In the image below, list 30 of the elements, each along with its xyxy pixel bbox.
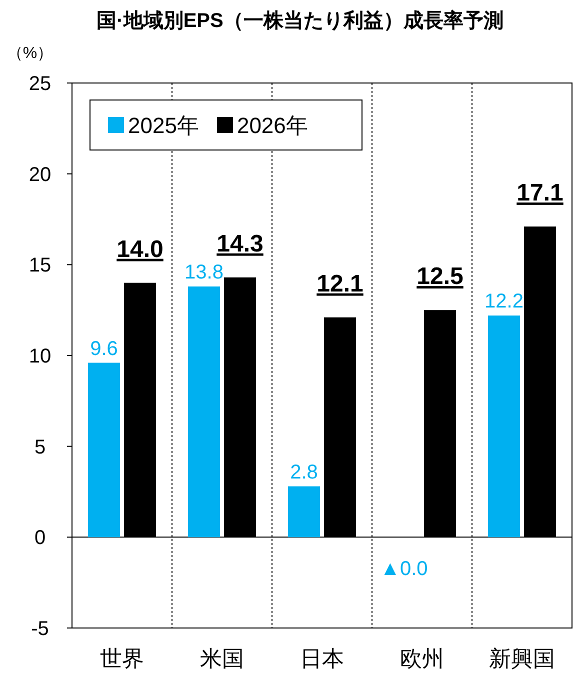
y-tick-label: 5 bbox=[34, 436, 46, 458]
data-label: 12.2 bbox=[484, 290, 524, 313]
x-tick-label: 日本 bbox=[300, 646, 344, 671]
bar bbox=[288, 486, 320, 538]
x-tick-label: 欧州 bbox=[400, 646, 444, 671]
y-tick-label: 25 bbox=[28, 73, 52, 95]
data-label: 9.6 bbox=[90, 338, 118, 360]
data-label: 14.0 bbox=[116, 236, 164, 263]
data-label: 12.5 bbox=[416, 263, 464, 290]
bar bbox=[188, 286, 220, 538]
chart-title: 国·地域別EPS（一株当たり利益）成長率予測 bbox=[96, 9, 504, 32]
x-tick-label: 世界 bbox=[100, 646, 144, 671]
data-label: 12.1 bbox=[316, 270, 364, 298]
data-label: ▲0.0 bbox=[380, 558, 428, 580]
x-tick-label: 新興国 bbox=[489, 646, 555, 671]
data-label: 2.8 bbox=[290, 461, 318, 484]
y-tick-label: -5 bbox=[31, 618, 49, 640]
legend-label: 2026年 bbox=[236, 113, 308, 138]
y-tick-label: 15 bbox=[28, 254, 52, 277]
y-tick-label: 0 bbox=[34, 527, 46, 550]
bar bbox=[488, 316, 520, 538]
data-label: 13.8 bbox=[184, 261, 224, 284]
data-label: 14.3 bbox=[216, 230, 264, 258]
legend-label: 2025年 bbox=[128, 113, 199, 138]
y-tick-label: 20 bbox=[28, 164, 52, 186]
y-axis-title: （%） bbox=[6, 45, 54, 62]
x-tick-label: 米国 bbox=[200, 646, 244, 671]
data-label: 17.1 bbox=[516, 180, 564, 207]
y-tick-label: 10 bbox=[28, 346, 52, 368]
bar bbox=[88, 362, 120, 538]
